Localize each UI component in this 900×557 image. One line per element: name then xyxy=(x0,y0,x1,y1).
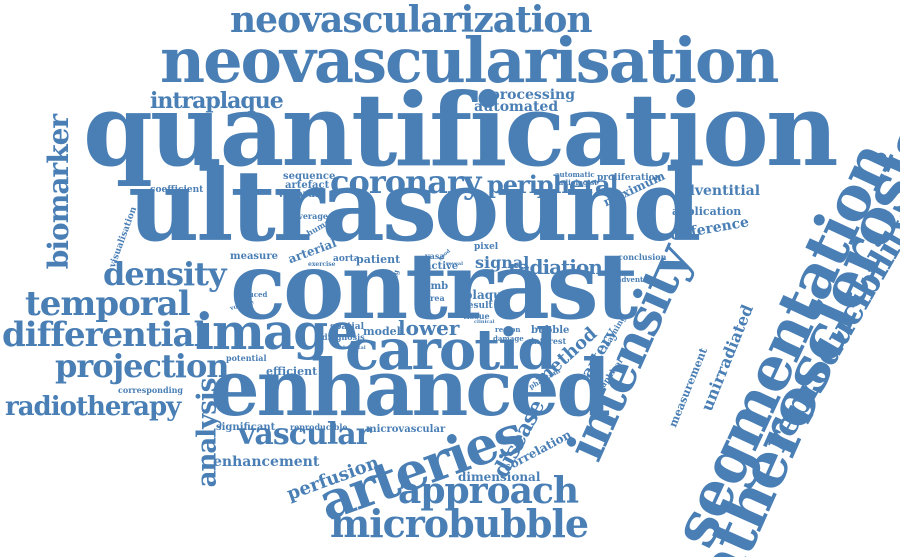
word-coefficient: coefficient xyxy=(150,185,204,195)
word-artefact: artefact xyxy=(285,180,330,191)
word-vascular: vascular xyxy=(238,417,371,452)
word-clinical: clinical xyxy=(474,319,495,325)
word-result: result xyxy=(463,301,493,311)
word-proliferation: proliferation xyxy=(597,173,662,183)
word-enhanced: enhanced xyxy=(210,343,611,434)
word-region: region xyxy=(495,325,521,334)
word-microvascular: microvascular xyxy=(366,424,446,435)
word-neovascularisation: neovascularisation xyxy=(160,24,779,97)
word-active: active xyxy=(425,261,459,272)
word-intraplaque: intraplaque xyxy=(150,88,284,114)
word-analysis: analysis xyxy=(192,378,223,488)
word-induced: induced xyxy=(236,290,268,299)
word-automated: automated xyxy=(474,99,559,115)
word-ultrasound: ultrasound xyxy=(128,149,701,264)
word-biomarker: biomarker xyxy=(42,114,76,270)
word-vasorum: vasorum xyxy=(278,189,326,200)
word-plaque: plaque xyxy=(464,288,510,302)
word-interest: interest xyxy=(531,336,567,346)
word-differential: differential xyxy=(2,315,206,355)
word-efficient: efficient xyxy=(266,365,318,378)
word-conclusion: conclusion xyxy=(618,252,667,262)
word-contrast: contrast xyxy=(230,232,638,340)
word-density: density xyxy=(103,255,227,293)
word-coronary: coronary xyxy=(330,163,481,201)
word-enhancement: enhancement xyxy=(213,454,320,470)
word-radiologist: radiologist xyxy=(555,178,598,187)
word-reveal: reveal xyxy=(446,261,464,267)
word-damage: damage xyxy=(493,334,524,343)
word-lower: lower xyxy=(398,316,460,340)
word-signal: signal xyxy=(475,253,530,272)
word-diagnosis: diagnosis xyxy=(322,332,365,342)
word-bubble: bubble xyxy=(531,325,570,336)
word-image: image xyxy=(195,302,358,361)
word-sequence: sequence xyxy=(283,171,336,182)
word-microbubble: microbubble xyxy=(330,501,589,546)
word-aorta: aorta xyxy=(333,254,360,264)
word-neovascularization: neovascularization xyxy=(230,0,593,41)
word-reproducible: reproducible xyxy=(290,422,348,432)
word-measure: measure xyxy=(230,251,278,262)
word-pixel: pixel xyxy=(474,242,499,252)
word-projection: projection xyxy=(55,347,230,385)
word-measurement: measurement xyxy=(666,345,711,430)
word-processing: processing xyxy=(490,87,575,103)
word-application: application xyxy=(672,205,742,218)
word-exercise: exercise xyxy=(308,261,336,268)
word-quantification: quantification xyxy=(83,71,839,189)
word-dimensional: dimensional xyxy=(458,470,541,484)
word-temporal: temporal xyxy=(25,284,191,324)
word-significant: significant xyxy=(216,422,276,433)
word-limb: limb xyxy=(423,281,449,292)
word-potential: potential xyxy=(226,353,267,363)
word-patient: patient xyxy=(356,253,401,266)
word-average: average xyxy=(293,211,329,221)
word-radiation: radiation xyxy=(508,255,603,279)
word-area: area xyxy=(425,293,445,303)
word-radiotherapy: radiotherapy xyxy=(5,392,181,422)
word-adventitia: adventitia xyxy=(617,275,657,284)
word-approach: approach xyxy=(398,470,579,512)
word-tissue: tissue xyxy=(463,311,490,321)
word-model: model xyxy=(363,325,401,338)
word-vasa: vasa xyxy=(425,251,445,261)
word-peripheral: peripheral xyxy=(487,170,619,199)
word-adventitial: adventitial xyxy=(676,183,761,199)
word-automatic: automatic xyxy=(555,170,595,179)
word-carotid: carotid xyxy=(345,317,557,383)
word-hospital: hospital xyxy=(343,345,366,351)
word-corresponding: corresponding xyxy=(118,385,184,395)
word-spatial: spatial xyxy=(330,322,365,332)
